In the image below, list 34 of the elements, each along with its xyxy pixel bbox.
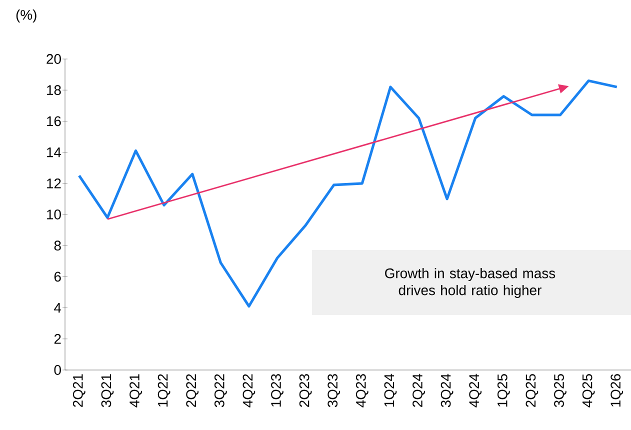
- x-tick-label: 2Q24: [412, 374, 425, 407]
- y-tick-label: 2: [54, 334, 61, 344]
- x-tick-label: 4Q25: [582, 374, 595, 408]
- x-tick-label: 1Q26: [610, 374, 624, 407]
- y-tick-label: 12: [47, 178, 61, 188]
- y-tick-label: 4: [54, 303, 62, 313]
- x-tick-label: 3Q23: [328, 374, 340, 408]
- y-tick-label: 16: [47, 116, 61, 126]
- x-tick-label: 3Q25: [554, 374, 566, 408]
- y-tick-label: 18: [47, 85, 61, 96]
- x-tick-label: 3Q24: [440, 374, 454, 408]
- y-tick-label: 6: [54, 272, 61, 282]
- x-tick-label: 2Q23: [299, 374, 312, 407]
- x-tick-label: 3Q22: [214, 374, 227, 408]
- x-tick-label: 2Q25: [526, 374, 538, 407]
- x-tick-label: 4Q23: [356, 374, 368, 408]
- x-tick-label: 4Q24: [469, 374, 482, 408]
- x-tick-label: 2Q21: [72, 374, 86, 407]
- y-tick-label: 0: [54, 365, 61, 375]
- x-tick-label: 1Q23: [271, 374, 284, 407]
- y-tick-label: 8: [54, 240, 61, 251]
- y-tick-label: 10: [47, 210, 61, 220]
- x-tick-label: 1Q22: [158, 374, 170, 407]
- y-tick-label: 14: [47, 148, 62, 158]
- annotation: Growth in stay-based mass drives hold ratio higher: [385, 268, 556, 298]
- y-axis-title: (%): [16, 10, 36, 23]
- x-tick-label: 2Q22: [186, 374, 199, 407]
- line-series: [78, 79, 618, 308]
- x-tick-label: 1Q24: [384, 374, 397, 407]
- x-tick-label: 3Q21: [101, 374, 114, 408]
- x-tick-label: 4Q21: [130, 374, 142, 408]
- x-tick-label: 4Q22: [242, 374, 256, 408]
- x-tick-label: 1Q25: [497, 374, 510, 407]
- y-tick-label: 20: [46, 54, 61, 64]
